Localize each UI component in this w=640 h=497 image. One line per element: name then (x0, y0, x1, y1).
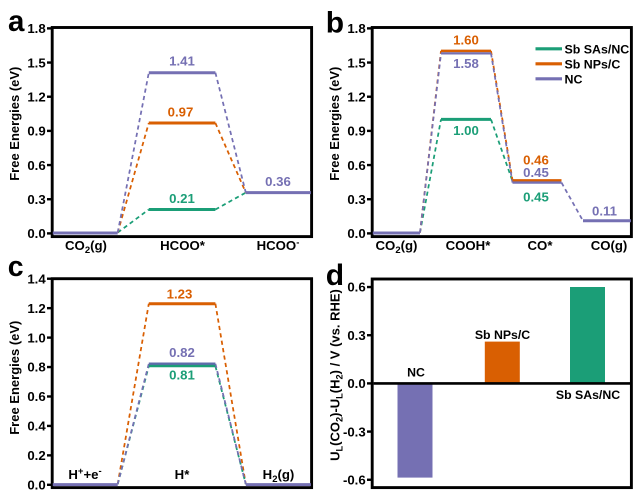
svg-text:NC: NC (407, 365, 425, 379)
svg-text:1.8: 1.8 (27, 21, 45, 36)
svg-text:0.9: 0.9 (347, 124, 365, 139)
svg-text:0.82: 0.82 (169, 345, 195, 360)
svg-text:0.0: 0.0 (347, 376, 365, 391)
svg-text:0.21: 0.21 (169, 191, 195, 206)
svg-text:-0.3: -0.3 (343, 424, 366, 439)
svg-text:0.3: 0.3 (347, 328, 365, 343)
svg-text:1.60: 1.60 (453, 32, 479, 47)
svg-text:Sb NPs/C: Sb NPs/C (565, 58, 621, 72)
svg-text:0.4: 0.4 (27, 419, 46, 434)
svg-text:0.6: 0.6 (27, 158, 45, 173)
svg-text:-0.6: -0.6 (343, 472, 366, 487)
svg-text:b: b (326, 7, 344, 40)
svg-text:1.8: 1.8 (347, 21, 365, 36)
svg-text:CO(g): CO(g) (591, 238, 628, 253)
svg-text:0.81: 0.81 (169, 368, 195, 383)
svg-text:HCOO*: HCOO* (160, 238, 206, 253)
svg-text:CO2(g): CO2(g) (65, 238, 107, 256)
svg-text:0.97: 0.97 (168, 105, 194, 120)
svg-text:0.46: 0.46 (523, 152, 549, 167)
svg-text:0.3: 0.3 (27, 192, 45, 207)
svg-text:CO2(g): CO2(g) (376, 238, 418, 256)
svg-text:1.4: 1.4 (27, 271, 46, 286)
svg-text:H2(g): H2(g) (263, 467, 295, 485)
svg-text:Sb SAs/NC: Sb SAs/NC (565, 43, 630, 57)
svg-text:0.6: 0.6 (347, 158, 365, 173)
svg-text:0.6: 0.6 (27, 389, 45, 404)
svg-text:HCOO-: HCOO- (257, 237, 300, 253)
svg-text:H++e-: H++e- (68, 466, 101, 482)
svg-text:0.8: 0.8 (27, 360, 45, 375)
svg-text:0.0: 0.0 (347, 226, 365, 241)
svg-text:1.2: 1.2 (347, 89, 365, 104)
svg-text:0.0: 0.0 (27, 226, 45, 241)
svg-text:UL(CO2)-UL(H2) / V (vs. RHE): UL(CO2)-UL(H2) / V (vs. RHE) (328, 289, 345, 461)
svg-text:0.45: 0.45 (523, 189, 549, 204)
svg-text:0.45: 0.45 (523, 165, 549, 180)
svg-text:COOH*: COOH* (446, 238, 492, 253)
svg-text:d: d (326, 259, 344, 292)
svg-text:0.2: 0.2 (27, 448, 45, 463)
svg-text:1.41: 1.41 (169, 54, 195, 69)
svg-text:Sb NPs/C: Sb NPs/C (475, 328, 530, 342)
svg-text:1.2: 1.2 (27, 89, 45, 104)
svg-text:NC: NC (565, 73, 583, 87)
svg-text:1.58: 1.58 (453, 56, 479, 71)
svg-text:0.36: 0.36 (265, 174, 291, 189)
svg-text:0.0: 0.0 (27, 478, 45, 493)
svg-text:CO*: CO* (528, 238, 554, 253)
svg-text:c: c (8, 251, 24, 283)
svg-text:a: a (8, 5, 25, 38)
svg-text:1.5: 1.5 (27, 55, 45, 70)
svg-text:1.23: 1.23 (167, 286, 193, 301)
svg-text:1.00: 1.00 (453, 123, 479, 138)
svg-text:1.5: 1.5 (347, 55, 365, 70)
svg-text:1.2: 1.2 (27, 301, 45, 316)
svg-text:Sb SAs/NC: Sb SAs/NC (556, 388, 620, 402)
svg-text:0.3: 0.3 (347, 192, 365, 207)
svg-text:0.11: 0.11 (592, 204, 617, 219)
svg-text:H*: H* (175, 467, 191, 482)
svg-text:0.6: 0.6 (347, 280, 365, 295)
svg-text:Free Energies (eV): Free Energies (eV) (7, 321, 22, 435)
svg-text:Free Energies (eV): Free Energies (eV) (7, 67, 22, 181)
svg-text:0.9: 0.9 (27, 124, 45, 139)
svg-text:Free Energies (eV): Free Energies (eV) (327, 67, 342, 181)
svg-text:1.0: 1.0 (27, 330, 45, 345)
